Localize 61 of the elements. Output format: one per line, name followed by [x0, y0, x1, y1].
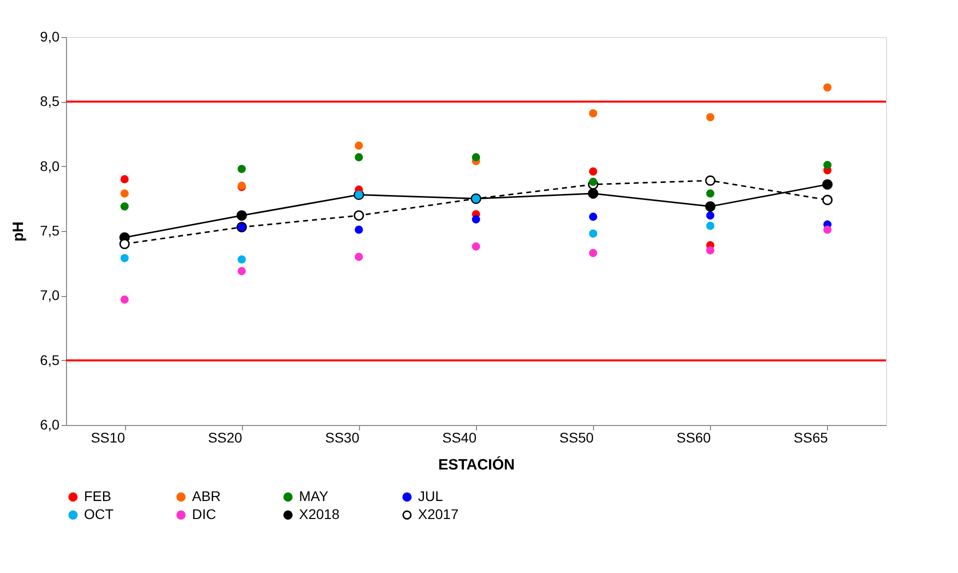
x-tick-label: SS50 [559, 430, 594, 446]
point [354, 252, 363, 261]
legend-label: DIC [192, 506, 216, 522]
point [120, 202, 129, 211]
y-tick-label: 6,5 [40, 352, 60, 368]
point [120, 175, 129, 184]
point [238, 266, 246, 276]
point [236, 210, 247, 221]
point [706, 211, 714, 220]
point [472, 153, 480, 162]
point [706, 113, 714, 122]
x-tick-label: SS30 [325, 430, 360, 446]
x-tick-label: SS20 [208, 430, 242, 446]
x-tick-label: SS40 [442, 430, 477, 446]
x-axis-title: ESTACIÓN [438, 456, 515, 474]
point [706, 222, 714, 230]
point [823, 83, 832, 92]
point [472, 242, 480, 251]
point [589, 167, 598, 176]
point [472, 215, 480, 224]
x-tick-label: SS65 [794, 430, 828, 446]
point [588, 188, 598, 199]
point [120, 254, 129, 262]
point [120, 189, 129, 198]
point [589, 229, 598, 238]
point [238, 255, 246, 264]
point [589, 212, 598, 221]
legend-label: JUL [418, 488, 444, 504]
y-tick-label: 7,0 [40, 287, 60, 304]
legend-label: ABR [192, 488, 221, 504]
y-tick-label: 8,0 [40, 158, 60, 174]
point [238, 164, 246, 174]
legend-label: X2017 [418, 506, 459, 522]
point [354, 142, 363, 150]
legend-label: MAY [299, 488, 329, 504]
point [354, 226, 363, 234]
point [823, 160, 832, 170]
y-axis-title: pH [10, 222, 28, 242]
point [705, 175, 716, 186]
point [354, 210, 364, 221]
point [589, 248, 598, 258]
point [823, 226, 832, 234]
y-tick-label: 7,5 [40, 222, 60, 238]
x-tick-label: SS10 [90, 430, 126, 446]
legend-label: X2018 [299, 506, 340, 522]
point [120, 295, 129, 304]
point [706, 246, 714, 254]
y-tick-label: 8,5 [40, 93, 60, 110]
point [705, 201, 716, 212]
point [822, 179, 833, 190]
point [589, 109, 598, 118]
point [119, 238, 130, 250]
point [589, 178, 598, 186]
x-tick-label: SS60 [676, 430, 711, 446]
point [822, 194, 833, 206]
legend-label: OCT [84, 506, 114, 522]
point [706, 189, 714, 198]
y-tick-label: 6,0 [40, 416, 60, 432]
point [354, 153, 363, 162]
legend-label: FEB [84, 488, 112, 504]
y-tick-label: 9,0 [40, 28, 60, 44]
